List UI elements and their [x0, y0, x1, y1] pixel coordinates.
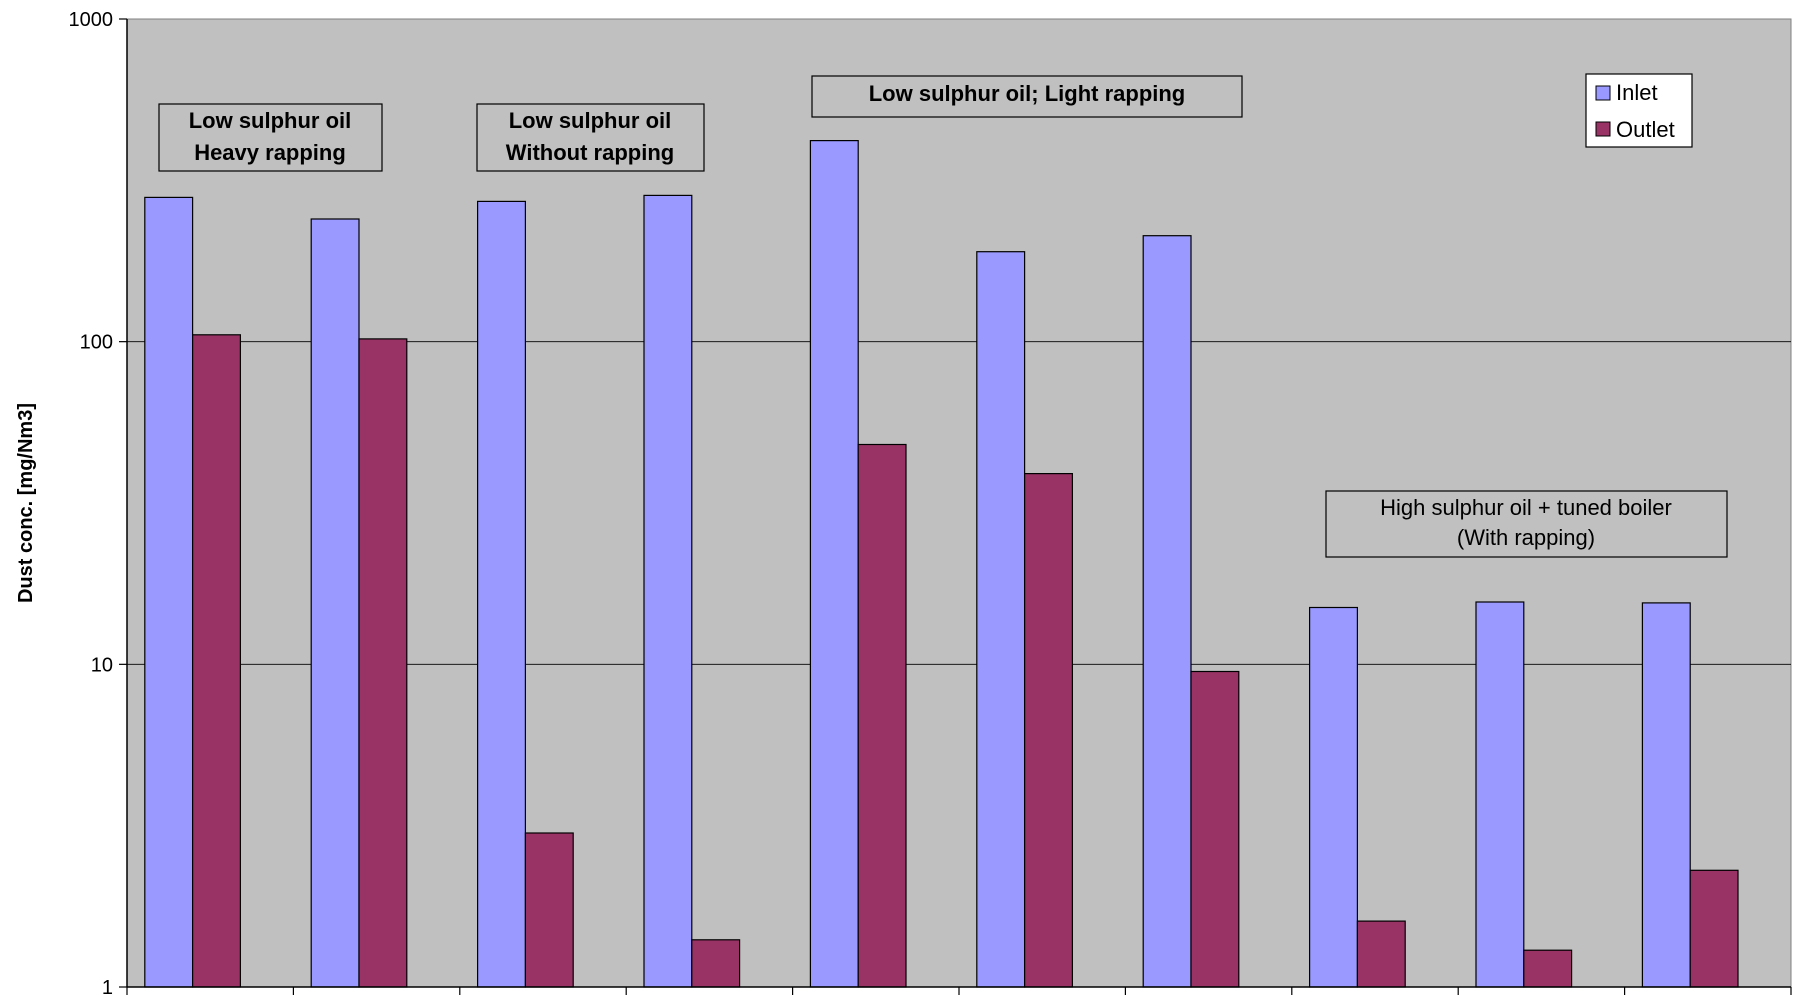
- bar-inlet-3: [477, 200, 527, 988]
- bar-inlet-6: [976, 251, 1026, 988]
- bar-inlet-4: [643, 194, 693, 988]
- bar-outlet-7: [1190, 670, 1240, 988]
- bar-inlet-2: [310, 218, 360, 988]
- x-tick-marks: [126, 987, 1792, 995]
- annotation-line: Low sulphur oil: [189, 108, 352, 133]
- bar-outlet-3: [524, 832, 574, 988]
- bar-outlet-8: [1356, 920, 1406, 988]
- legend-swatch-outlet: [1595, 121, 1611, 137]
- bar-outlet-1: [192, 334, 242, 988]
- bar-outlet-4: [691, 939, 741, 988]
- bars: [144, 140, 1739, 988]
- bar-inlet-8: [1308, 606, 1358, 988]
- bar-outlet-9: [1523, 949, 1573, 988]
- annotation-light-rapping: Low sulphur oil; Light rapping: [811, 75, 1243, 118]
- y-tick-label: 100: [80, 332, 113, 354]
- y-axis-label: Dust conc. [mg/Nm3]: [15, 403, 37, 603]
- annotation-line: (With rapping): [1457, 525, 1595, 550]
- y-tick-label: 1: [102, 977, 113, 995]
- annotation-without-rapping: Low sulphur oil Without rapping: [476, 103, 705, 172]
- y-tick-label: 1000: [69, 9, 114, 31]
- bar-inlet-5: [809, 140, 859, 988]
- annotation-line: Heavy rapping: [194, 140, 346, 165]
- legend-label-inlet: Inlet: [1616, 80, 1658, 105]
- legend-label-outlet: Outlet: [1616, 117, 1675, 142]
- annotation-line: Low sulphur oil; Light rapping: [869, 81, 1186, 106]
- bar-outlet-2: [358, 338, 408, 988]
- annotation-line: Low sulphur oil: [509, 108, 672, 133]
- annotation-heavy-rapping: Low sulphur oil Heavy rapping: [158, 103, 383, 172]
- legend: Inlet Outlet: [1585, 73, 1693, 148]
- bar-outlet-6: [1023, 473, 1073, 988]
- y-tick-label: 10: [91, 654, 113, 676]
- annotation-high-sulphur: High sulphur oil + tuned boiler (With ra…: [1325, 490, 1728, 558]
- bar-inlet-10: [1641, 602, 1691, 988]
- bar-inlet-1: [144, 196, 194, 988]
- bar-inlet-7: [1142, 235, 1192, 988]
- annotation-line: Without rapping: [506, 140, 674, 165]
- annotation-line: High sulphur oil + tuned boiler: [1380, 495, 1672, 520]
- y-tick-labels: 1 10 100 1000: [69, 9, 127, 995]
- bar-inlet-9: [1475, 601, 1525, 988]
- bar-outlet-10: [1689, 869, 1739, 988]
- legend-swatch-inlet: [1595, 85, 1611, 101]
- bar-outlet-5: [857, 443, 907, 988]
